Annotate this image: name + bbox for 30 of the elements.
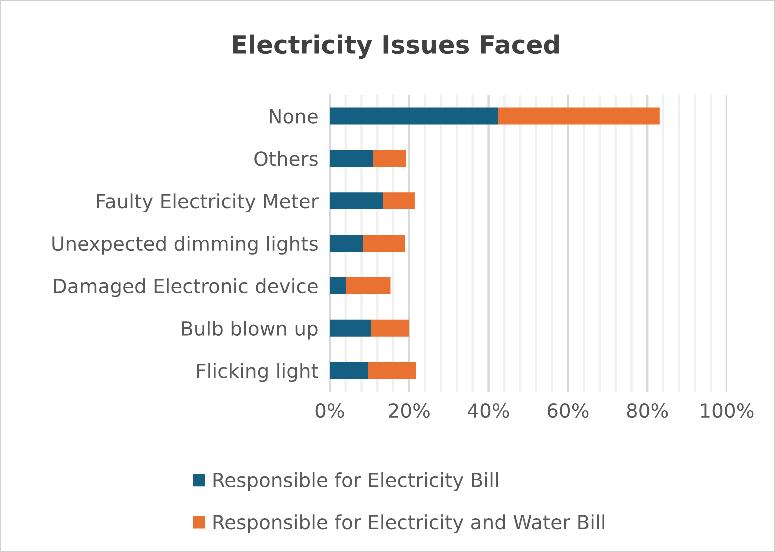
chart-title: Electricity Issues Faced	[233, 34, 559, 60]
x-tick-label: 0%	[316, 403, 344, 418]
bar	[330, 150, 374, 168]
bar	[368, 362, 416, 380]
y-tick-label: Bulb blown up	[182, 320, 318, 340]
x-tick-label: 60%	[548, 403, 589, 418]
bar	[371, 320, 410, 337]
x-tick-label: 20%	[389, 403, 430, 418]
y-tick-label: Damaged Electronic device	[54, 278, 318, 298]
y-tick-label: Faulty Electricity Meter	[97, 194, 319, 213]
bar	[373, 150, 406, 168]
bar	[330, 320, 372, 337]
bar	[330, 362, 368, 380]
bar	[330, 277, 346, 294]
y-tick-label: Unexpected dimming lights	[52, 236, 318, 255]
bar	[330, 108, 498, 125]
bar	[346, 277, 391, 294]
x-tick-label: 40%	[468, 403, 510, 418]
x-tick-label: 80%	[627, 403, 668, 418]
legend-label: Responsible for Electricity Bill	[214, 472, 498, 492]
x-tick-label: 100%	[701, 403, 754, 418]
bar	[498, 108, 660, 125]
y-tick-label: Flicking light	[198, 363, 318, 382]
bar	[383, 192, 415, 210]
y-tick-label: Others	[254, 151, 318, 166]
bar	[330, 192, 384, 210]
bar	[363, 235, 406, 252]
bar	[330, 235, 364, 252]
y-tick-label: None	[270, 109, 318, 124]
legend-label: Responsible for Electricity and Water Bill	[214, 514, 604, 534]
